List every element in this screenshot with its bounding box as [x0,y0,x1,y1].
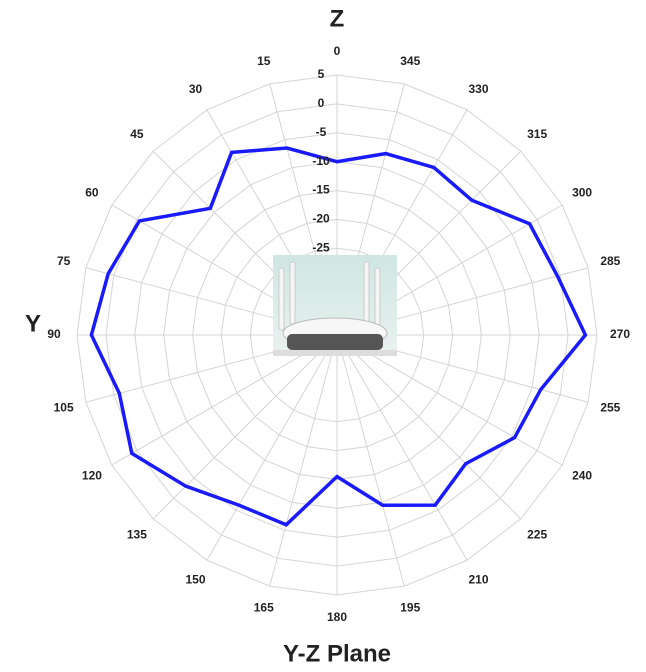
spoke [111,334,338,466]
r-tick-label: 0 [318,96,325,110]
angle-label: 90 [47,327,61,341]
r-tick-label: -20 [312,212,330,226]
spoke [206,334,338,561]
angle-label: 315 [527,127,547,141]
photo-floor [273,350,397,356]
angle-label: 300 [572,186,592,200]
angle-label: 210 [468,572,488,586]
grid-ring [76,74,598,596]
angle-label: 135 [127,527,147,541]
grid-ring [192,190,482,480]
axis-top-label: Z [330,5,345,32]
spoke [336,334,405,587]
angle-label: 195 [400,601,420,615]
angle-label: 165 [254,601,274,615]
spoke [269,334,338,587]
grid-ring [249,247,425,423]
marks [89,146,588,527]
chart-title: Y-Z Plane [283,640,391,667]
angle-label: 60 [85,186,99,200]
r-tick-label: -25 [312,241,330,255]
angle-label: 45 [130,127,144,141]
r-tick-label: 5 [318,67,325,81]
pattern-line [89,146,588,527]
device-photo [273,255,397,356]
angle-label: 15 [257,54,271,68]
angle-label: 285 [600,254,620,268]
antenna [374,267,381,331]
grid-ring [163,161,511,509]
angle-label: 0 [334,44,341,58]
r-tick-label: -5 [316,125,327,139]
router-base [287,334,383,350]
grid-ring [134,132,540,538]
antenna [289,261,296,325]
r-tick-label: -15 [312,183,330,197]
spoke [336,334,522,520]
angle-label: 30 [189,82,203,96]
angle-label: 240 [572,469,592,483]
angle-label: 345 [400,54,420,68]
angle-label: 75 [57,254,71,268]
angle-label: 255 [600,400,620,414]
angle-label: 105 [54,400,74,414]
spoke [336,334,563,466]
r-tick-label: -10 [312,154,330,168]
antenna [363,261,370,325]
angle-label: 270 [610,327,630,341]
spoke [152,334,338,520]
spoke [336,334,468,561]
angle-label: 225 [527,527,547,541]
angle-label: 150 [185,572,205,586]
angle-label: 180 [327,610,347,624]
angle-label: 120 [82,469,102,483]
axis-left-label: Y [25,310,41,337]
angle-label: 330 [468,82,488,96]
grid-ring [105,103,569,567]
grid-ring [220,218,454,452]
antenna [278,267,285,331]
